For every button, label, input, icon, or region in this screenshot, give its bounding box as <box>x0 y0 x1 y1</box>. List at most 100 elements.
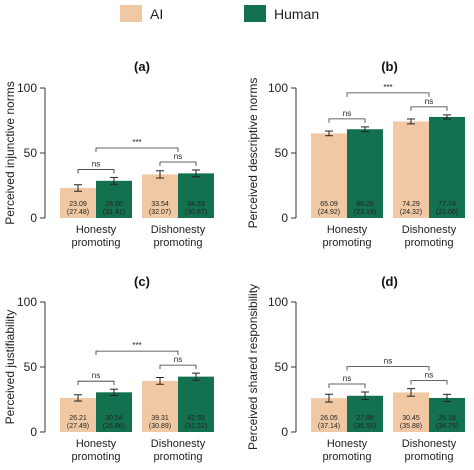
bar-ai-honesty <box>311 398 347 432</box>
data-label-sd: (34.75) <box>436 423 458 430</box>
data-label-sd: (31.41) <box>103 209 125 216</box>
x-tick-label: Honesty promoting <box>72 438 121 463</box>
significance-bracket <box>77 169 115 174</box>
x-tick-label: Dishonesty promoting <box>151 224 206 249</box>
legend: AI Human <box>120 5 319 22</box>
significance-bracket-between <box>346 366 430 371</box>
data-label-mean: 27.86 <box>356 415 374 422</box>
y-tick-label: 100 <box>268 81 288 95</box>
data-label-sd: (24.32) <box>400 209 422 216</box>
bar-human-honesty <box>96 392 132 432</box>
x-tick-label: Honesty promoting <box>323 438 372 463</box>
significance-bracket-between <box>95 147 179 152</box>
bar-ai-dishonesty <box>142 380 178 432</box>
legend-swatch-ai <box>120 5 142 22</box>
data-label-sd: (24.92) <box>318 209 340 216</box>
y-tick-label: 100 <box>17 81 37 95</box>
significance-label: ns <box>92 371 100 380</box>
legend-swatch-human <box>244 5 266 22</box>
x-tick-label: Dishonesty promoting <box>402 224 457 249</box>
panel-2: (b) Perceived descriptive norms 0 50 100 65.0… <box>246 59 465 249</box>
significance-label-between: ns <box>384 357 392 366</box>
data-label-sd: (27.48) <box>67 209 89 216</box>
bar-ai-dishonesty <box>393 392 429 432</box>
significance-bracket <box>410 380 448 385</box>
significance-bracket-between <box>95 350 179 356</box>
data-label-mean: 42.59 <box>187 415 205 422</box>
y-tick-label: 0 <box>281 211 288 225</box>
y-axis-title: Perceived shared responsibility <box>246 284 260 450</box>
data-label-mean: 26.05 <box>320 415 338 422</box>
significance-label: ns <box>92 159 100 168</box>
significance-bracket <box>159 161 197 166</box>
significance-label: ns <box>343 109 351 118</box>
x-tick-label: Dishonesty promoting <box>151 438 206 463</box>
significance-bracket <box>159 364 197 370</box>
significance-label: ns <box>425 97 433 106</box>
panel-title: (a) <box>134 59 150 74</box>
y-tick-label: 50 <box>24 146 38 160</box>
x-tick-label: Honesty promoting <box>72 224 121 249</box>
panel-title: (c) <box>134 274 150 289</box>
y-tick-label: 100 <box>17 295 37 309</box>
significance-label-between: *** <box>132 341 141 350</box>
bar-ai-honesty <box>311 133 347 218</box>
panel-1: (a) Perceived injunctive norms 0 50 100 23.09… <box>3 59 214 249</box>
y-tick-label: 50 <box>24 360 38 374</box>
significance-bracket <box>328 383 366 389</box>
x-tick-label: Honesty promoting <box>323 224 372 249</box>
data-label-mean: 28.60 <box>105 201 123 208</box>
x-tick-label: Dishonesty promoting <box>402 438 457 463</box>
data-label-sd: (26.86) <box>103 423 125 430</box>
significance-label: ns <box>343 374 351 383</box>
legend-label-ai: AI <box>150 6 163 22</box>
bar-human-dishonesty <box>429 116 465 218</box>
data-label-mean: 65.09 <box>320 201 338 208</box>
y-tick-label: 0 <box>30 211 37 225</box>
data-label-sd: (31.32) <box>185 423 207 430</box>
y-tick-label: 100 <box>268 295 288 309</box>
y-tick-label: 0 <box>30 425 37 439</box>
bar-ai-dishonesty <box>393 121 429 218</box>
bar-human-honesty <box>347 129 383 218</box>
bar-ai-honesty <box>60 397 96 432</box>
data-label-mean: 26.18 <box>438 415 456 422</box>
y-axis-title: Perceived descriptive norms <box>246 78 260 229</box>
data-label-mean: 77.74 <box>438 201 456 208</box>
legend-label-human: Human <box>274 6 319 22</box>
y-tick-label: 50 <box>275 360 289 374</box>
significance-label: ns <box>174 152 182 161</box>
data-label-mean: 23.09 <box>69 201 87 208</box>
bar-human-dishonesty <box>429 397 465 432</box>
data-label-mean: 74.29 <box>402 201 420 208</box>
significance-label-between: *** <box>132 138 141 147</box>
panel-3: (c)Perceived justifiability05010026.21(2… <box>3 274 214 463</box>
data-label-sd: (30.89) <box>149 423 171 430</box>
data-label-mean: 68.28 <box>356 201 374 208</box>
panel-title: (b) <box>381 59 398 74</box>
panel-4: (d) Perceived shared responsibility 0 50 100… <box>246 274 465 463</box>
data-label-mean: 33.54 <box>151 201 169 208</box>
significance-label-between: *** <box>383 83 392 92</box>
significance-bracket <box>328 118 366 123</box>
significance-label: ns <box>425 371 433 380</box>
bar-human-honesty <box>96 180 132 218</box>
data-label-sd: (21.06) <box>436 209 458 216</box>
y-tick-label: 50 <box>275 146 289 160</box>
data-label-sd: (37.14) <box>318 423 340 430</box>
data-label-sd: (27.49) <box>67 423 89 430</box>
significance-bracket-between <box>346 92 430 97</box>
data-label-mean: 39.31 <box>151 415 169 422</box>
significance-bracket <box>77 380 115 386</box>
panels: (a) Perceived injunctive norms 0 50 100 23.09… <box>3 59 465 463</box>
bar-ai-dishonesty <box>142 174 178 218</box>
data-label-mean: 30.54 <box>105 415 123 422</box>
data-label-mean: 30.45 <box>402 415 420 422</box>
data-label-sd: (32.07) <box>149 209 171 216</box>
bar-ai-honesty <box>60 187 96 218</box>
bar-human-dishonesty <box>178 376 214 432</box>
data-label-sd: (35.88) <box>400 423 422 430</box>
data-label-sd: (23.19) <box>354 209 376 216</box>
y-axis-title: Perceived justifiability <box>3 310 17 425</box>
